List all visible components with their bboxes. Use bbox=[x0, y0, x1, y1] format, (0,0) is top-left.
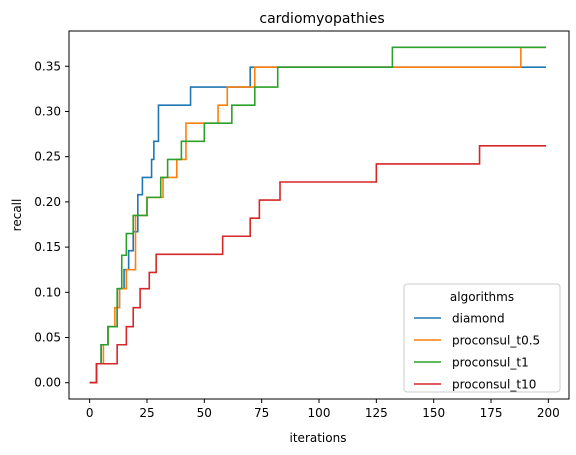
x-tick-label: 150 bbox=[422, 406, 445, 420]
x-tick-label: 0 bbox=[86, 406, 94, 420]
legend-box bbox=[403, 283, 561, 393]
y-axis-label: recall bbox=[10, 199, 24, 232]
y-tick-label: 0.25 bbox=[34, 150, 61, 164]
legend-label: proconsul_t10 bbox=[452, 378, 536, 392]
legend-entries: diamond proconsul_t0.5 proconsul_t1procons… bbox=[414, 312, 540, 392]
y-ticks: 0.00 0.05 0.10 0.15 0.20 0.25 0.30 0.35 bbox=[34, 59, 69, 390]
y-tick-label: 0.15 bbox=[34, 240, 61, 254]
x-tick-label: 175 bbox=[480, 406, 503, 420]
y-tick-label: 0.10 bbox=[34, 285, 61, 299]
x-ticks: 0 25 50 75 100 125 150 175 200 bbox=[86, 399, 560, 420]
x-tick-label: 50 bbox=[197, 406, 212, 420]
x-tick-label: 100 bbox=[308, 406, 331, 420]
x-tick-label: 75 bbox=[254, 406, 269, 420]
chart-title: cardiomyopathies bbox=[259, 11, 384, 27]
legend-label: proconsul_t1 bbox=[452, 356, 529, 370]
y-tick-label: 0.20 bbox=[34, 195, 61, 209]
series-line-proconsul-t10 bbox=[89, 145, 547, 384]
legend-label: diamond bbox=[452, 312, 505, 326]
y-tick-label: 0.00 bbox=[34, 376, 61, 390]
y-tick-label: 0.05 bbox=[34, 331, 61, 345]
x-axis-label: iterations bbox=[290, 431, 347, 445]
x-tick-label: 200 bbox=[537, 406, 560, 420]
x-tick-label: 25 bbox=[139, 406, 154, 420]
legend-label: proconsul_t0.5 bbox=[452, 334, 540, 348]
y-tick-label: 0.35 bbox=[34, 59, 61, 73]
series-layer bbox=[89, 46, 547, 384]
series-line-proconsul-t1 bbox=[89, 46, 547, 384]
legend: algorithms diamond proconsul_t0.5 proconsu… bbox=[403, 283, 561, 393]
y-tick-label: 0.30 bbox=[34, 104, 61, 118]
x-tick-label: 125 bbox=[365, 406, 388, 420]
legend-title: algorithms bbox=[450, 290, 514, 304]
